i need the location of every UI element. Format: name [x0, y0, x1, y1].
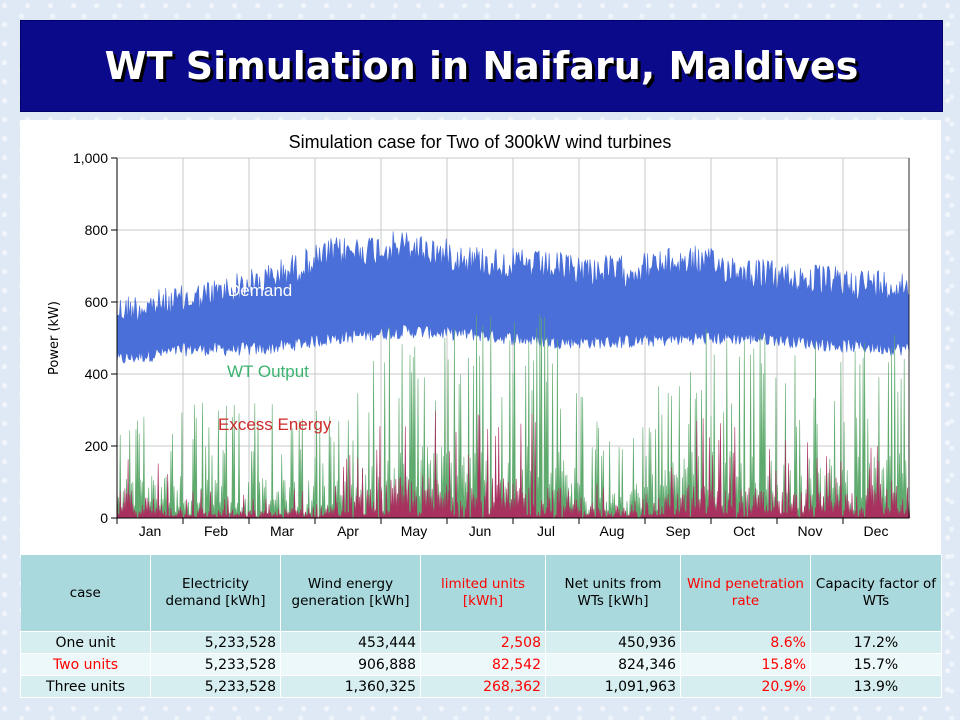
cell-penetration: 15.8%: [680, 653, 811, 676]
x-tick-label: Nov: [798, 523, 823, 539]
series-label-1: WT Output: [227, 362, 309, 381]
results-table: case Electricity demand [kWh] Wind energ…: [20, 555, 942, 698]
x-tick-label: Mar: [270, 523, 294, 539]
header-net-units: Net units from WTs [kWh]: [545, 555, 681, 632]
header-capacity-factor: Capacity factor of WTs: [810, 555, 942, 632]
x-tick-label: Sep: [666, 523, 691, 539]
power-chart: Simulation case for Two of 300kW wind tu…: [47, 132, 911, 539]
series-label-2: Excess Energy: [218, 415, 332, 434]
y-tick-label: 200: [85, 438, 109, 454]
cell-net: 1,091,963: [545, 675, 681, 698]
cell-generation: 453,444: [280, 631, 421, 654]
cell-generation: 906,888: [280, 653, 421, 676]
cell-capacity: 15.7%: [810, 653, 942, 676]
table-header-row: case Electricity demand [kWh] Wind energ…: [20, 555, 942, 632]
chart-panel: Simulation case for Two of 300kW wind tu…: [20, 120, 941, 555]
y-tick-label: 400: [85, 366, 109, 382]
cell-capacity: 17.2%: [810, 631, 942, 654]
x-tick-label: Jun: [469, 523, 492, 539]
y-tick-label: 800: [85, 222, 109, 238]
header-electricity-demand: Electricity demand [kWh]: [150, 555, 281, 632]
y-tick-label: 1,000: [73, 150, 108, 166]
cell-penetration: 20.9%: [680, 675, 811, 698]
header-case: case: [20, 555, 151, 632]
results-table-wrap: case Electricity demand [kWh] Wind energ…: [20, 555, 942, 698]
table-row: Two units 5,233,528 906,888 82,542 824,3…: [20, 653, 942, 676]
x-tick-label: Apr: [337, 523, 359, 539]
y-tick-label: 0: [100, 510, 108, 526]
cell-net: 450,936: [545, 631, 681, 654]
x-tick-label: Jan: [139, 523, 162, 539]
table-row: Three units 5,233,528 1,360,325 268,362 …: [20, 675, 942, 698]
x-tick-label: May: [401, 523, 427, 539]
x-tick-label: Dec: [864, 523, 889, 539]
x-tick-label: Oct: [733, 523, 755, 539]
cell-case: One unit: [20, 631, 151, 654]
table-row: One unit 5,233,528 453,444 2,508 450,936…: [20, 631, 942, 654]
slide-title: WT Simulation in Naifaru, Maldives: [104, 44, 859, 88]
cell-limited: 268,362: [420, 675, 546, 698]
y-axis-label: Power (kW): [47, 301, 62, 375]
cell-limited: 2,508: [420, 631, 546, 654]
cell-case: Three units: [20, 675, 151, 698]
cell-case: Two units: [20, 653, 151, 676]
header-wind-generation: Wind energy generation [kWh]: [280, 555, 421, 632]
header-limited-units: limited units [kWh]: [420, 555, 546, 632]
title-banner: WT Simulation in Naifaru, Maldives: [20, 20, 943, 112]
header-wind-penetration: Wind penetration rate: [680, 555, 811, 632]
series-label-0: Demand: [228, 281, 292, 300]
cell-demand: 5,233,528: [150, 675, 281, 698]
cell-penetration: 8.6%: [680, 631, 811, 654]
cell-net: 824,346: [545, 653, 681, 676]
x-tick-label: Jul: [537, 523, 555, 539]
x-tick-label: Aug: [600, 523, 625, 539]
cell-limited: 82,542: [420, 653, 546, 676]
x-tick-label: Feb: [204, 523, 228, 539]
cell-capacity: 13.9%: [810, 675, 942, 698]
chart-title: Simulation case for Two of 300kW wind tu…: [289, 132, 672, 152]
cell-generation: 1,360,325: [280, 675, 421, 698]
cell-demand: 5,233,528: [150, 631, 281, 654]
cell-demand: 5,233,528: [150, 653, 281, 676]
y-tick-label: 600: [85, 294, 109, 310]
